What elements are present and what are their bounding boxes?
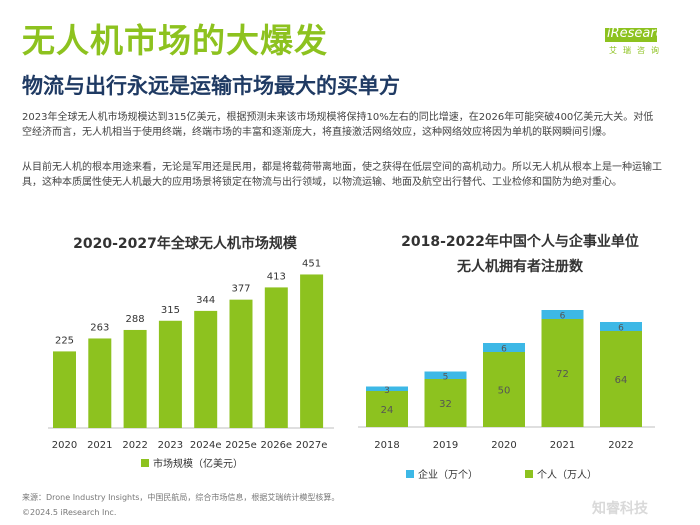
right-chart-title-line2: 无人机拥有者注册数 [457, 259, 583, 275]
right-bar-enterprise-2020 [483, 343, 525, 352]
left-tick-2020: 2020 [52, 440, 77, 451]
right-chart-title-line1: 2018-2022年中国个人与企事业单位 [401, 234, 639, 250]
left-bar-2026e [264, 287, 288, 428]
left-tick-2022: 2022 [122, 440, 147, 451]
intro-paragraph-1: 2023年全球无人机市场规模达到315亿美元，根据预测未来该市场规模将保持10%… [22, 112, 654, 138]
left-bar-label-2021: 263 [90, 322, 109, 333]
watermark: 知睿科技 [592, 501, 648, 517]
right-legend-swatch-enterprise [406, 470, 414, 478]
logo-cn-text: 艾瑞咨询 [609, 46, 665, 55]
left-bar-2022 [123, 329, 147, 428]
right-enterprise-label-2021: 6 [560, 312, 566, 322]
right-legend-label-enterprise: 企业（万个） [418, 468, 478, 481]
right-personal-label-2020: 50 [498, 386, 511, 397]
left-legend-swatch [141, 459, 149, 467]
left-bar-2024e [194, 310, 218, 428]
intro-paragraph-2: 从目前无人机的根本用途来看，无论是军用还是民用，都是将载荷带离地面，使之获得在低… [22, 162, 662, 188]
page-subtitle: 物流与出行永远是运输市场最大的买单方 [22, 74, 400, 98]
left-bar-2027e [300, 274, 324, 428]
left-bar-2023 [158, 320, 182, 428]
right-bar-enterprise-2019 [424, 371, 467, 379]
right-bar-enterprise-2022 [600, 322, 642, 331]
right-legend-label-personal: 个人（万人） [537, 469, 597, 481]
left-bar-label-2024e: 344 [196, 295, 215, 306]
right-enterprise-label-2020: 6 [501, 345, 507, 355]
left-chart-title: 2020-2027年全球无人机市场规模 [73, 236, 297, 252]
left-bar-label-2023: 315 [161, 305, 180, 316]
right-personal-label-2022: 64 [615, 375, 628, 386]
right-personal-label-2021: 72 [556, 369, 569, 380]
left-tick-2023: 2023 [158, 440, 183, 451]
left-tick-2024e: 2024e [190, 440, 222, 451]
left-tick-2025e: 2025e [225, 440, 257, 451]
right-bar-personal-2022 [600, 331, 642, 427]
iresearch-logo: iResearch 艾瑞咨询 [603, 24, 683, 56]
right-bar-personal-2021 [541, 319, 584, 427]
left-bar-label-2025e: 377 [231, 284, 250, 295]
right-bar-personal-2020 [483, 352, 525, 427]
right-bar-enterprise-2021 [541, 310, 584, 319]
right-enterprise-label-2022: 6 [618, 324, 624, 334]
left-bar-label-2027e: 451 [302, 258, 321, 269]
right-bar-enterprise-2018 [366, 386, 408, 391]
left-tick-2027e: 2027e [296, 440, 328, 451]
right-tick-2021: 2021 [550, 440, 575, 451]
page-title: 无人机市场的大爆发 [22, 21, 328, 60]
left-bar-2020 [53, 351, 76, 428]
left-tick-2021: 2021 [87, 440, 112, 451]
right-personal-label-2019: 32 [439, 399, 452, 410]
left-bar-label-2026e: 413 [267, 271, 286, 282]
source-note: 来源：Drone Industry Insights，中国民航局，综合市场信息，… [22, 493, 340, 502]
left-bar-label-2020: 225 [55, 335, 74, 346]
right-tick-2019: 2019 [433, 440, 458, 451]
left-bar-2025e [229, 299, 253, 428]
right-bar-personal-2018 [366, 391, 408, 427]
right-enterprise-label-2019: 5 [443, 372, 449, 382]
right-tick-2018: 2018 [374, 440, 399, 451]
right-legend-swatch-personal [525, 470, 533, 478]
right-bar-personal-2019 [424, 379, 467, 427]
logo-mark: iResearch [603, 24, 683, 43]
logo-text: iResearch [607, 25, 672, 41]
right-personal-label-2018: 24 [381, 405, 394, 416]
left-bar-label-2022: 288 [126, 314, 145, 325]
left-legend-label: 市场规模（亿美元） [153, 457, 243, 470]
right-enterprise-label-2018: 3 [384, 386, 390, 396]
right-tick-2022: 2022 [608, 440, 633, 451]
left-tick-2026e: 2026e [260, 440, 292, 451]
copyright: ©2024.5 iResearch Inc. [22, 508, 117, 517]
left-bar-2021 [88, 338, 112, 428]
right-tick-2020: 2020 [491, 440, 516, 451]
